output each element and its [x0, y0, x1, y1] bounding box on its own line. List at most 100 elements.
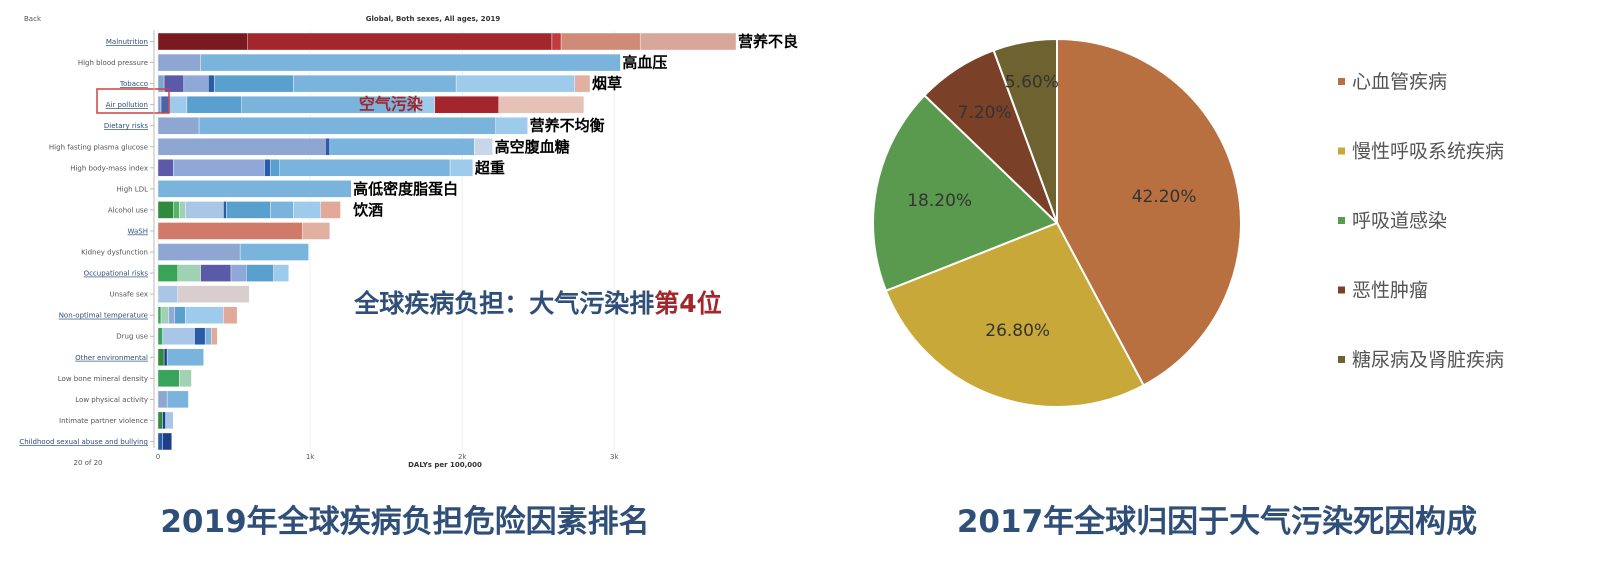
bar-segment[interactable]	[157, 390, 168, 409]
bar-segment[interactable]	[185, 306, 224, 324]
bar-segment[interactable]	[325, 138, 331, 156]
bar-segment[interactable]	[157, 180, 352, 198]
bar-segment[interactable]	[157, 201, 174, 219]
bar-segment[interactable]	[279, 159, 451, 177]
bar-segment[interactable]	[173, 159, 265, 177]
category-label-wash[interactable]: WaSH	[128, 227, 148, 235]
bar-segment[interactable]	[560, 32, 641, 51]
bar-segment[interactable]	[474, 138, 493, 156]
bar-segment[interactable]	[168, 306, 175, 324]
bar-segment[interactable]	[157, 306, 162, 324]
bar-segment[interactable]	[160, 95, 169, 114]
bar-segment[interactable]	[179, 369, 192, 388]
bar-segment[interactable]	[551, 32, 562, 51]
bar-segment[interactable]	[270, 159, 280, 177]
bar-segment[interactable]	[157, 285, 178, 303]
bar-segment[interactable]	[157, 432, 163, 451]
bar-segment[interactable]	[246, 264, 274, 282]
bar-segment[interactable]	[247, 32, 553, 51]
bar-segment[interactable]	[157, 348, 165, 366]
headline-main: 全球疾病负担：大气污染排	[353, 289, 654, 318]
bar-segment[interactable]	[157, 95, 162, 114]
legend-item-5[interactable]: 糖尿病及肾脏疾病	[1338, 349, 1504, 371]
bar-segment[interactable]	[157, 264, 178, 282]
bar-segment[interactable]	[223, 306, 238, 324]
bar-segment[interactable]	[207, 74, 215, 93]
bar-segment[interactable]	[270, 201, 294, 219]
bar-segment[interactable]	[320, 201, 341, 219]
bar-segment[interactable]	[157, 117, 200, 135]
bar-segment[interactable]	[264, 159, 271, 177]
bar-segment[interactable]	[329, 138, 475, 156]
bar-segment[interactable]	[639, 32, 737, 51]
bar-segment[interactable]	[177, 264, 201, 282]
bar-segment[interactable]	[198, 117, 496, 135]
pie-slice-1[interactable]	[1056, 37, 1242, 387]
bar-segment[interactable]	[302, 222, 331, 240]
bar-segment[interactable]	[168, 95, 188, 114]
bar-segment[interactable]	[204, 327, 212, 345]
bar-segment[interactable]	[157, 53, 201, 72]
category-label-tobacco[interactable]: Tobacco	[119, 80, 148, 88]
legend-item-1[interactable]: 心血管疾病	[1338, 71, 1447, 93]
category-label-dietary-risks[interactable]: Dietary risks	[104, 122, 148, 130]
bar-segment[interactable]	[200, 53, 621, 72]
pie-slice-5[interactable]	[992, 37, 1058, 224]
bar-segment[interactable]	[449, 159, 474, 177]
category-label-occupational-risks[interactable]: Occupational risks	[84, 270, 149, 278]
bar-segment[interactable]	[166, 390, 189, 409]
bar-segment[interactable]	[157, 138, 326, 156]
bar-segment[interactable]	[211, 327, 218, 345]
bar-segment[interactable]	[177, 285, 250, 303]
bar-segment[interactable]	[183, 74, 209, 93]
bar-segment[interactable]	[186, 95, 242, 114]
bar-segment[interactable]	[162, 432, 172, 451]
bar-segment[interactable]	[293, 201, 321, 219]
bar-segment[interactable]	[185, 201, 224, 219]
bar-segment[interactable]	[174, 306, 186, 324]
bar-segment[interactable]	[223, 201, 227, 219]
legend-item-2[interactable]: 慢性呼吸系统疾病	[1338, 141, 1504, 163]
bar-segment[interactable]	[163, 348, 168, 366]
bar-segment[interactable]	[230, 264, 247, 282]
bar-segment[interactable]	[157, 32, 248, 51]
bar-segment[interactable]	[495, 117, 528, 135]
category-label-other-environmental[interactable]: Other environmental	[75, 354, 148, 362]
bar-segment[interactable]	[173, 201, 180, 219]
right-caption: 2017年全球归因于大气污染死因构成	[957, 504, 1477, 540]
bar-segment[interactable]	[498, 95, 585, 114]
bar-segment[interactable]	[157, 369, 180, 388]
bar-segment[interactable]	[157, 411, 163, 430]
bar-segment[interactable]	[166, 348, 204, 366]
bar-segment[interactable]	[157, 327, 163, 345]
bar-segment[interactable]	[194, 327, 206, 345]
category-label-non-optimal-temperature[interactable]: Non-optimal temperature	[59, 312, 148, 320]
bar-segment[interactable]	[239, 243, 309, 261]
bar-segment[interactable]	[434, 95, 499, 114]
bar-segment[interactable]	[162, 411, 166, 430]
bar-segment[interactable]	[157, 243, 241, 261]
pie-slice-2[interactable]	[884, 221, 1145, 408]
bar-segment[interactable]	[455, 74, 575, 93]
pie-slice-3[interactable]	[872, 93, 1059, 293]
bar-segment[interactable]	[293, 74, 457, 93]
bar-segment[interactable]	[214, 74, 294, 93]
bar-segment[interactable]	[179, 201, 186, 219]
bar-segment[interactable]	[165, 411, 174, 430]
bar-segment[interactable]	[226, 201, 271, 219]
category-label-childhood-sexual-abuse-and-bullying[interactable]: Childhood sexual abuse and bullying	[19, 438, 148, 446]
bar-segment[interactable]	[162, 327, 195, 345]
bar-segment[interactable]	[157, 159, 174, 177]
bar-segment[interactable]	[574, 74, 591, 93]
bar-segment[interactable]	[157, 222, 303, 240]
bar-segment[interactable]	[273, 264, 290, 282]
back-link[interactable]: Back	[24, 15, 42, 23]
category-label-low-bone-mineral-density: Low bone mineral density	[58, 375, 148, 383]
bar-segment[interactable]	[200, 264, 232, 282]
legend-item-3[interactable]: 呼吸道感染	[1338, 210, 1447, 232]
legend-item-4[interactable]: 恶性肿瘤	[1338, 280, 1428, 302]
category-label-malnutrition[interactable]: Malnutrition	[106, 38, 148, 46]
category-label-air-pollution[interactable]: Air pollution	[106, 101, 148, 109]
bar-segment[interactable]	[160, 306, 169, 324]
